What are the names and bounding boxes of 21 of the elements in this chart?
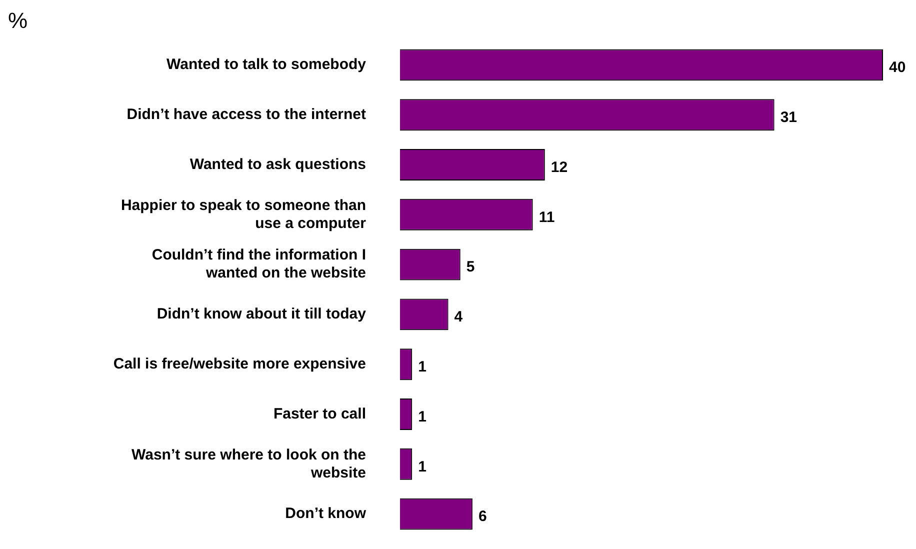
data-label: 1	[418, 408, 426, 426]
x-axis-title: %	[8, 8, 29, 35]
data-label: 11	[538, 208, 555, 226]
y-tick-label: Call is free/website more expensive	[113, 355, 366, 372]
data-label: 5	[466, 258, 475, 276]
y-tick-label: Didn’t know about it till today	[156, 306, 367, 323]
data-label: 6	[478, 508, 487, 526]
data-label: 31	[780, 108, 798, 126]
y-tick-label: Wasn’t sure where to look on the website	[132, 446, 366, 482]
data-label: 12	[550, 158, 568, 176]
y-tick-label: Faster to call	[273, 405, 366, 422]
y-tick-label: Didn’t have access to the internet	[126, 106, 366, 123]
y-tick-label: Don’t know	[285, 505, 366, 522]
y-tick-label: Couldn’t find the information I wanted on the website	[152, 246, 366, 282]
data-label: 40	[889, 59, 906, 76]
y-tick-label: Wanted to ask questions	[190, 156, 366, 173]
data-label: 4	[454, 308, 464, 326]
data-label: 1	[418, 458, 426, 476]
y-tick-label: Happier to speak to someone than use a computer	[120, 196, 366, 232]
y-tick-label: Wanted to talk to somebody	[166, 56, 367, 74]
data-label: 1	[418, 358, 426, 376]
